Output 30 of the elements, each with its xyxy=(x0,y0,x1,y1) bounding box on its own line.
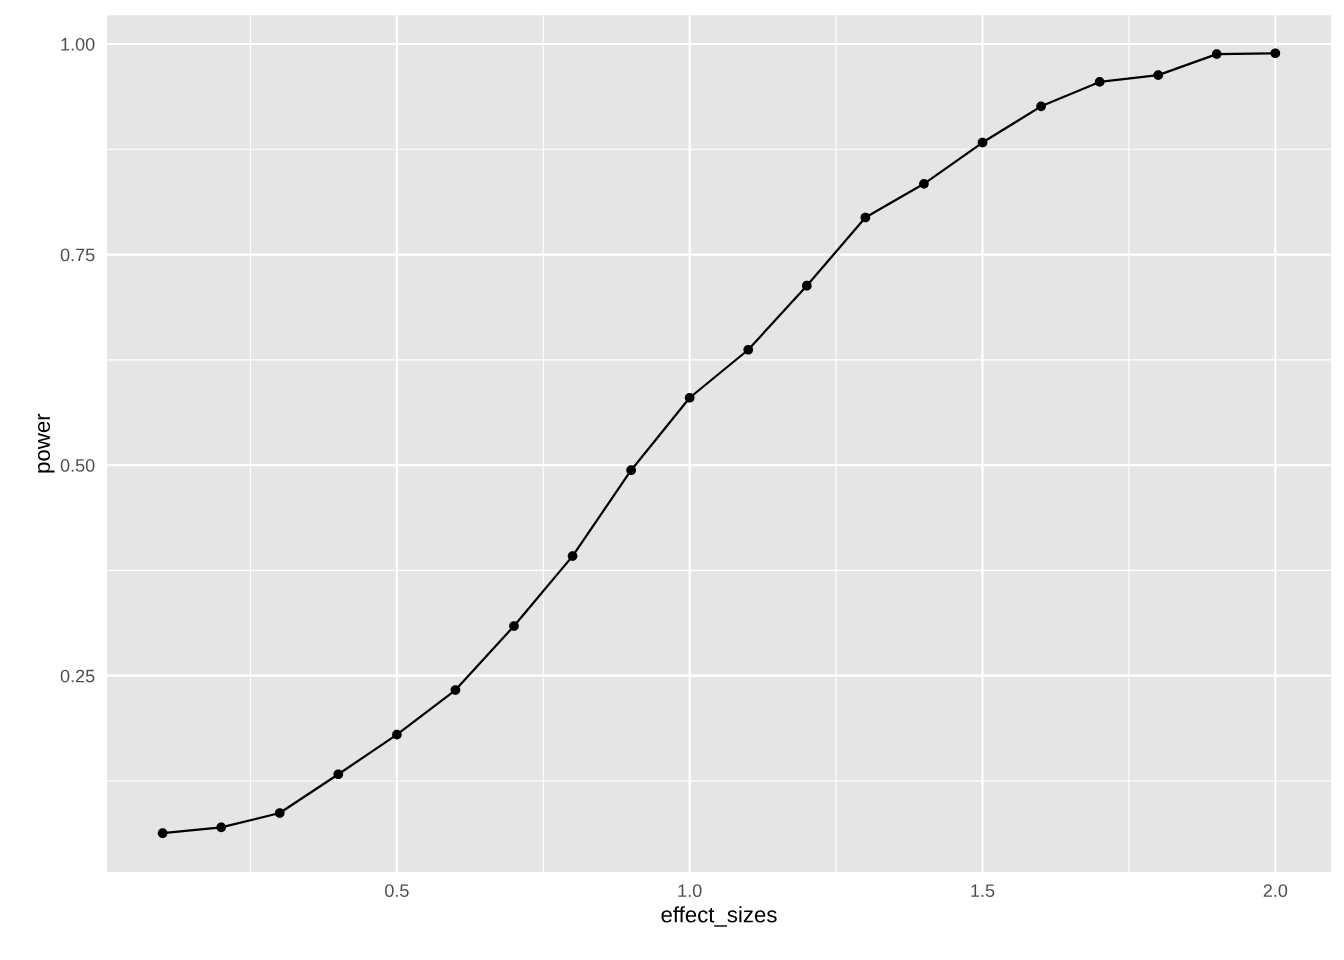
point xyxy=(1094,77,1105,87)
point xyxy=(626,465,636,476)
x-tick-label: 0.5 xyxy=(385,884,409,898)
x-tick-label: 1.5 xyxy=(971,884,995,898)
point xyxy=(1270,48,1281,59)
point xyxy=(743,344,754,355)
point xyxy=(684,392,695,403)
y-tick-label: 0.75 xyxy=(60,248,95,262)
point xyxy=(1036,101,1046,112)
point xyxy=(509,621,519,631)
point xyxy=(157,828,168,839)
point xyxy=(567,551,578,561)
x-tick-label: 2.0 xyxy=(1263,884,1288,898)
point xyxy=(977,137,988,148)
point xyxy=(392,729,402,740)
y-tick-label: 0.50 xyxy=(60,459,95,472)
point xyxy=(274,808,285,818)
point xyxy=(450,685,461,695)
y-axis-title: power xyxy=(37,413,55,473)
point xyxy=(1211,49,1222,59)
point xyxy=(801,280,812,291)
point xyxy=(333,769,344,780)
y-tick-label: 1.00 xyxy=(61,37,95,51)
point xyxy=(216,822,227,833)
x-tick-label: 1.0 xyxy=(678,884,702,898)
y-tick-label: 0.25 xyxy=(60,669,95,683)
point xyxy=(860,212,871,223)
x-axis-title: effect_sizes xyxy=(661,906,777,927)
point xyxy=(1153,70,1164,81)
point xyxy=(919,178,929,189)
